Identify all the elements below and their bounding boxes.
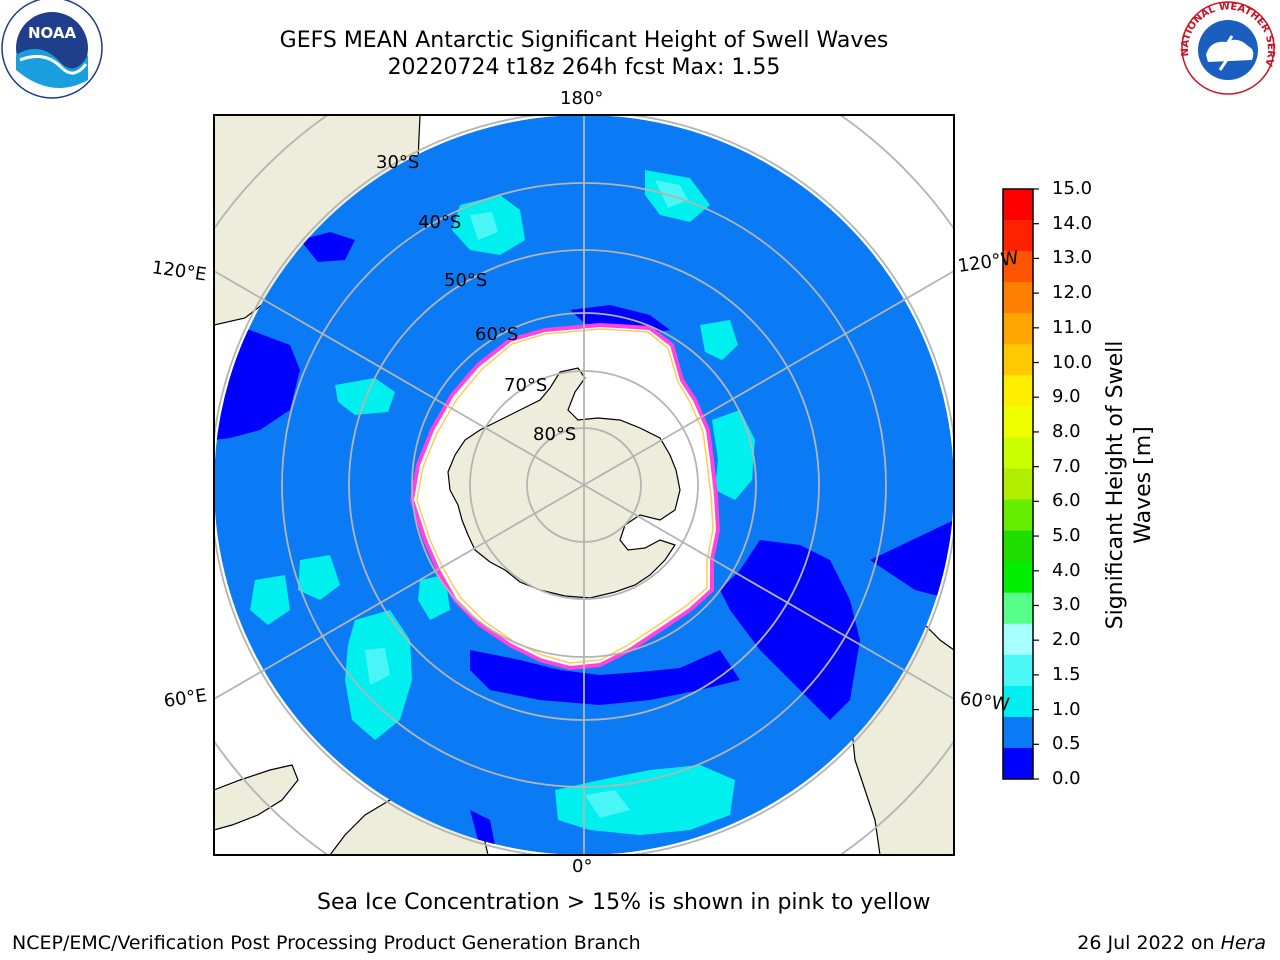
colorbar-segment — [1003, 375, 1033, 407]
colorbar-tick-label: 15.0 — [1052, 178, 1093, 199]
colorbar-tick-label: 1.5 — [1052, 663, 1081, 685]
chart-subtitle: 20220724 t18z 264h fcst Max: 1.55 — [387, 55, 781, 80]
colorbar-segment — [1003, 530, 1033, 563]
colorbar-segment — [1003, 685, 1033, 718]
svg-text:NOAA: NOAA — [28, 24, 77, 42]
colorbar-tick-label: 5.0 — [1052, 525, 1081, 547]
lat-label-50s: 50°S — [444, 270, 488, 291]
madagascar — [214, 764, 299, 831]
lon-label-top: 180° — [560, 88, 604, 109]
colorbar-segment — [1003, 561, 1033, 594]
lat-label-60s: 60°S — [475, 324, 519, 345]
colorbar-frame — [1002, 188, 1034, 780]
antarctica-land — [447, 367, 681, 599]
colorbar-segment — [1003, 344, 1033, 376]
lon-label-bottom: 0° — [572, 856, 593, 877]
sea-ice-note: Sea Ice Concentration > 15% is shown in … — [317, 890, 931, 915]
colorbar-tick-label: 8.0 — [1052, 420, 1081, 442]
colorbar-segment — [1003, 313, 1033, 345]
colorbar-tick-label: 14.0 — [1052, 212, 1093, 234]
colorbar-tick-label: 6.0 — [1052, 490, 1081, 512]
colorbar-tick-label: 1.0 — [1052, 698, 1081, 720]
chart-title: GEFS MEAN Antarctic Significant Height o… — [279, 28, 889, 53]
colorbar-tick-label: 12.0 — [1052, 282, 1093, 304]
colorbar-segment — [1003, 747, 1033, 780]
colorbar-segment — [1003, 251, 1033, 283]
colorbar-segment — [1003, 499, 1033, 532]
noaa-logo: NOAA — [1, 0, 103, 99]
colorbar-tick-label: 2.0 — [1052, 629, 1081, 651]
colorbar-segment — [1003, 468, 1033, 501]
colorbar-tick-label: 11.0 — [1052, 316, 1093, 338]
colorbar-tick-label: 0.0 — [1052, 768, 1081, 789]
colorbar-label: Significant Height of Swell Waves [m] — [1103, 340, 1156, 630]
colorbar-segment — [1003, 437, 1033, 469]
colorbar-tick-label: 3.0 — [1052, 594, 1081, 616]
colorbar-tick-label: 4.0 — [1052, 559, 1081, 581]
machine-name: Hera — [1220, 932, 1266, 954]
date-text: 26 Jul 2022 on — [1077, 932, 1221, 954]
colorbar-segment — [1003, 189, 1033, 221]
colorbar-tick-label: 13.0 — [1052, 247, 1093, 269]
lat-label-80s: 80°S — [533, 424, 577, 445]
swell-1-5-to-2 — [365, 180, 688, 818]
date-stamp: 26 Jul 2022 on Hera — [1077, 932, 1266, 954]
lat-label-40s: 40°S — [418, 212, 462, 233]
colorbar-segment — [1003, 716, 1033, 749]
colorbar-segment — [1003, 220, 1033, 252]
graticule — [214, 115, 954, 855]
sea-ice-inner-edge — [416, 328, 714, 664]
lat-label-30s: 30°S — [376, 152, 420, 173]
map-frame — [213, 114, 955, 856]
colorbar-tick-label: 0.5 — [1052, 733, 1081, 755]
colorbar — [1002, 188, 1039, 780]
colorbar-segment — [1003, 592, 1033, 625]
colorbar-segment — [1003, 406, 1033, 438]
lat-label-70s: 70°S — [504, 375, 548, 396]
colorbar-segment — [1003, 282, 1033, 314]
credit-text: NCEP/EMC/Verification Post Processing Pr… — [12, 932, 641, 954]
map-area — [214, 115, 954, 855]
colorbar-segment — [1003, 623, 1033, 656]
colorbar-segment — [1003, 654, 1033, 687]
colorbar-tick-label: 7.0 — [1052, 455, 1081, 477]
colorbar-tick-label: 10.0 — [1052, 351, 1093, 373]
colorbar-tick-label: 9.0 — [1052, 386, 1081, 408]
